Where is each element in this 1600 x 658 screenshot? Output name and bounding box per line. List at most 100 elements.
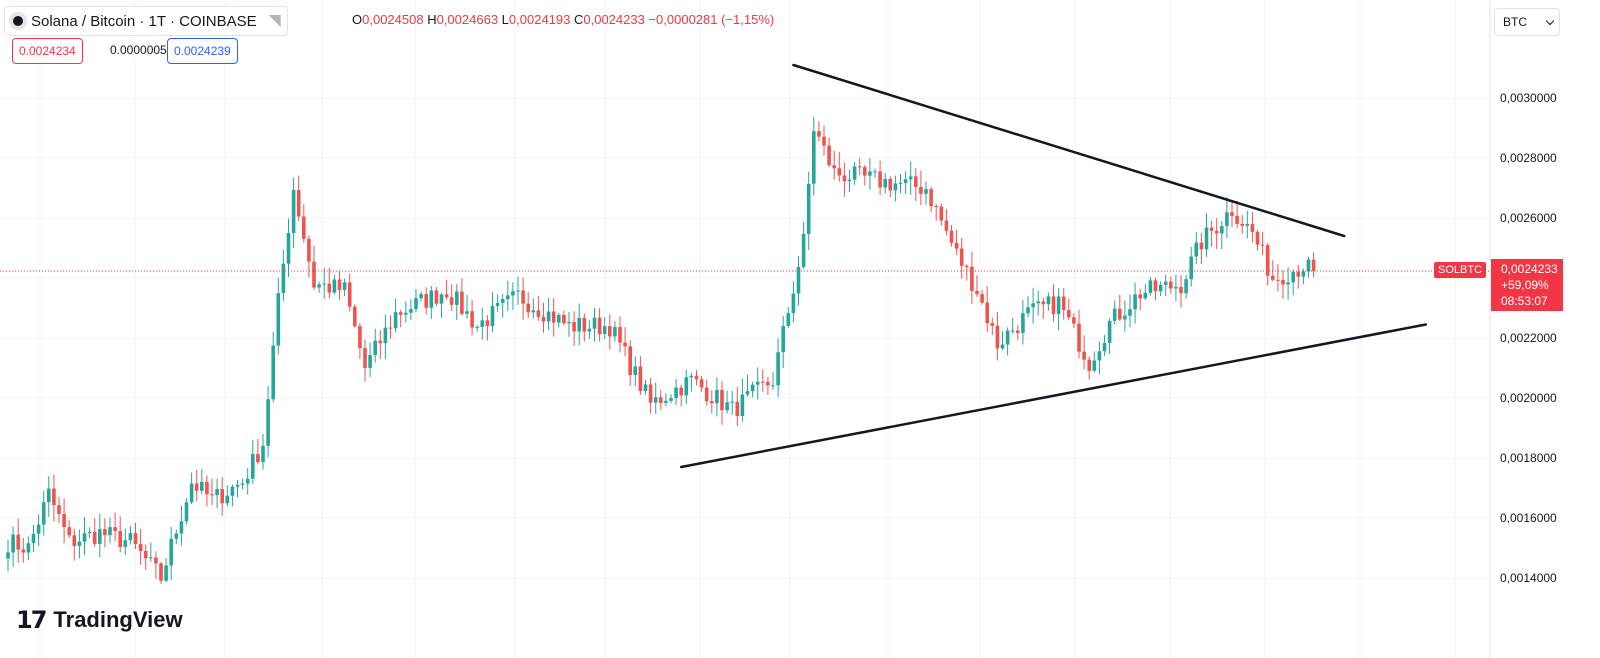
candle-body (908, 176, 913, 180)
candle-body (108, 527, 112, 536)
candle-body (888, 178, 893, 191)
candle-body (128, 533, 133, 541)
ohlc-readout: O0,0024508 H0,0024663 L0,0024193 C0,0024… (352, 12, 774, 27)
chart-grid (0, 0, 1490, 658)
candle-body (72, 535, 77, 546)
candle-body (1230, 212, 1234, 216)
candle-body (1179, 286, 1183, 294)
candle-body (735, 401, 740, 416)
candle-body (883, 178, 887, 188)
symbol-legend[interactable]: Solana / Bitcoin · 1T · COINBASE (4, 6, 288, 36)
candle-body (98, 529, 102, 544)
candle-body (398, 312, 403, 315)
candle-body (939, 206, 944, 221)
candle-body (587, 328, 592, 332)
candle-body (1082, 351, 1086, 360)
candle-body (1031, 303, 1035, 308)
sell-button[interactable]: 0.0024234 (12, 38, 83, 64)
price-axis-tick: 0,0018000 (1500, 451, 1557, 465)
candle-body (541, 316, 546, 322)
candle-body (730, 401, 734, 403)
candle-body (373, 340, 377, 356)
candle-body (653, 397, 658, 403)
candle-body (1260, 244, 1265, 246)
candle-body (1077, 323, 1081, 352)
candle-body (903, 179, 908, 184)
price-axis-tick: 0,0014000 (1500, 571, 1557, 585)
candle-body (495, 302, 500, 306)
candle-body (648, 384, 653, 403)
candle-body (307, 238, 311, 262)
candle-body (475, 326, 479, 328)
candle-body (740, 394, 745, 416)
candle-body (699, 379, 704, 388)
candle-body (755, 381, 760, 385)
candle-body (439, 294, 444, 304)
flag-icon[interactable] (268, 15, 281, 27)
candle-body (449, 297, 454, 305)
candle-body (954, 242, 959, 249)
candle-body (980, 294, 984, 303)
candle-body (893, 183, 898, 191)
candle-body (806, 183, 811, 234)
candle-body (266, 399, 270, 446)
candle-body (1276, 279, 1280, 281)
candle-body (225, 495, 230, 504)
buy-button[interactable]: 0.0024239 (167, 38, 238, 64)
candle-body (113, 527, 117, 532)
candle-body (898, 183, 903, 185)
candle-body (251, 453, 255, 479)
candle-body (470, 311, 474, 328)
candle-body (1174, 286, 1178, 289)
candle-body (536, 310, 541, 317)
candle-body (1189, 256, 1193, 280)
candle-body (689, 375, 694, 378)
candle-body (857, 166, 862, 168)
candle-body (174, 533, 179, 539)
candle-body (215, 489, 219, 496)
currency-selector[interactable]: BTC (1494, 8, 1560, 36)
candle-body (6, 552, 10, 559)
candle-body (975, 290, 979, 295)
trendlines[interactable] (679, 63, 1428, 469)
trendline (679, 323, 1428, 469)
candle-body (1138, 294, 1142, 299)
candle-body (597, 317, 602, 335)
candle-body (92, 531, 97, 544)
candle-body (240, 483, 245, 485)
candle-body (26, 543, 31, 553)
candle-body (1250, 223, 1255, 232)
candle-body (638, 366, 643, 392)
candle-body (1209, 227, 1214, 231)
candle-body (1016, 330, 1020, 333)
candle-body (52, 488, 56, 506)
candle-body (608, 326, 612, 337)
candle-body (592, 317, 597, 329)
candle-body (1311, 259, 1316, 272)
candle-body (781, 325, 785, 353)
candle-body (1306, 259, 1311, 272)
ohlc-high: H0,0024663 (427, 12, 499, 27)
tradingview-logo[interactable]: 17 TradingView (16, 606, 183, 634)
candle-body (62, 514, 66, 528)
trendline (792, 63, 1346, 238)
candle-body (531, 310, 536, 313)
candle-body (924, 189, 928, 194)
candle-body (409, 309, 413, 313)
price-axis[interactable]: 0,0014000 0,0016000 0,0018000 0,0020000 0,00… (1500, 91, 1557, 585)
candle-body (643, 384, 648, 392)
bar-countdown: 08:53:07 (1501, 294, 1548, 308)
candle-body (715, 389, 719, 404)
candle-body (245, 478, 250, 484)
candle-body (138, 544, 143, 551)
price-axis-tick: 0,0030000 (1500, 91, 1557, 105)
ohlc-low: L0,0024193 (501, 12, 571, 27)
candle-body (1041, 301, 1046, 305)
candle-body (1087, 359, 1091, 371)
candle-body (1056, 296, 1061, 314)
candle-body (684, 377, 689, 396)
price-axis-tick: 0,0026000 (1500, 211, 1557, 225)
candle-body (82, 533, 87, 542)
candle-body (16, 534, 20, 550)
